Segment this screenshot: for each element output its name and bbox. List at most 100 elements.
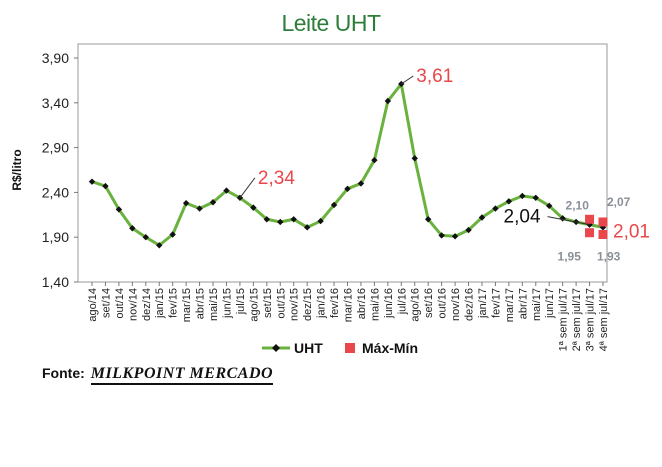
x-tick-label: jan/16 [316, 288, 328, 319]
max-min-point [598, 230, 608, 240]
uht-data-point [330, 201, 338, 209]
x-tick-label: fev/16 [329, 288, 341, 318]
uht-data-point [129, 225, 136, 232]
x-tick-label: nov/15 [289, 288, 301, 321]
uht-data-point [250, 204, 257, 211]
x-tick-label: mar/17 [504, 288, 516, 322]
x-tick-label: mar/16 [343, 288, 355, 322]
legend-uht-marker [272, 344, 280, 352]
plot-frame [77, 43, 608, 283]
max-min-point [585, 214, 595, 224]
x-tick-label: ago/16 [410, 288, 422, 322]
uht-data-point [182, 199, 190, 207]
uht-data-point [142, 234, 149, 241]
y-tick-label: 3,90 [42, 50, 69, 66]
x-tick-label: 1ª sem jul/17 [558, 288, 570, 351]
max-min-point [585, 228, 595, 238]
uht-data-point [424, 216, 432, 223]
x-tick-label: out/16 [437, 288, 449, 319]
x-tick-label: jul/16 [396, 288, 408, 315]
uht-data-point [303, 224, 311, 231]
x-tick-label: jun/17 [544, 288, 556, 319]
uht-data-point [102, 182, 109, 190]
x-tick-label: mai/17 [531, 288, 543, 321]
milkpoint-mercado-logo: MILKPOINT MERCADO [90, 365, 274, 385]
uht-data-point [519, 192, 526, 200]
uht-data-point [546, 202, 553, 210]
annotation-leader [547, 216, 590, 226]
uht-data-point [384, 97, 392, 105]
x-tick-label: set/14 [100, 288, 112, 318]
x-tick-label: dez/16 [464, 288, 476, 321]
x-tick-label: nov/16 [450, 288, 462, 321]
uht-data-point [115, 206, 123, 213]
uht-data-point [492, 205, 499, 212]
uht-data-point [263, 216, 271, 223]
x-tick-label: ago/14 [87, 288, 99, 322]
x-tick-label: fev/15 [168, 288, 180, 318]
x-tick-label: mai/15 [208, 288, 220, 321]
uht-data-point [478, 214, 486, 221]
uht-data-point [411, 155, 418, 162]
x-tick-label: fev/17 [490, 288, 502, 318]
legend-maxmin-marker [345, 343, 355, 353]
x-tick-label: mai/16 [369, 288, 381, 321]
x-tick-label: dez/15 [302, 288, 314, 321]
uht-data-point [156, 242, 163, 249]
data-label: 2,01 [613, 221, 650, 242]
uht-data-point [357, 180, 365, 187]
uht-data-point [438, 232, 445, 239]
data-label: 2,10 [566, 198, 590, 212]
y-tick-label: 2,40 [42, 184, 69, 200]
x-tick-label: jun/16 [383, 288, 395, 319]
x-tick-label: out/15 [275, 288, 287, 319]
x-tick-label: out/14 [114, 288, 126, 319]
source-label: Fonte: [42, 365, 85, 381]
uht-data-point [290, 216, 297, 223]
x-tick-label: mar/15 [181, 288, 193, 322]
x-tick-label: jul/15 [235, 288, 247, 315]
legend-maxmin-label: Máx-Mín [362, 340, 418, 356]
x-tick-label: jan/17 [477, 288, 489, 319]
x-tick-label: set/16 [423, 288, 435, 318]
x-tick-label: ago/15 [248, 288, 260, 322]
annotation-leader [401, 75, 414, 85]
uht-data-point [371, 156, 378, 164]
uht-data-point [169, 231, 176, 238]
x-tick-label: nov/14 [127, 288, 139, 321]
data-label: 1,93 [597, 250, 621, 264]
x-tick-label: abr/17 [517, 288, 529, 319]
uht-data-point [505, 198, 513, 205]
uht-data-point [465, 226, 472, 234]
annotation-leader [239, 177, 256, 199]
x-tick-label: jun/15 [221, 288, 233, 319]
uht-data-point [88, 178, 96, 185]
data-label: 2,04 [504, 207, 541, 228]
x-tick-label: dez/14 [141, 288, 153, 321]
y-tick-label: 2,90 [42, 140, 69, 156]
data-label: 2,07 [607, 195, 631, 209]
x-tick-label: abr/16 [356, 288, 368, 319]
y-axis-label: R$/litro [10, 149, 24, 190]
data-label: 3,61 [416, 66, 453, 87]
x-tick-label: jan/15 [154, 288, 166, 319]
y-tick-label: 1,90 [42, 229, 69, 245]
uht-data-point [559, 215, 566, 222]
x-tick-label: 3ª sem jul/17 [585, 288, 597, 351]
source-credit: Fonte: MILKPOINT MERCADO [42, 365, 274, 385]
uht-data-point [317, 217, 324, 225]
uht-data-point [344, 185, 351, 193]
uht-data-point [209, 199, 217, 206]
x-tick-label: abr/15 [195, 288, 207, 319]
data-label: 2,34 [258, 168, 295, 189]
x-tick-label: 2ª sem jul/17 [571, 288, 583, 351]
uht-data-point [532, 194, 539, 201]
legend-uht-label: UHT [294, 340, 323, 356]
y-tick-label: 3,40 [42, 95, 69, 111]
uht-data-point [277, 218, 284, 226]
chart-title: Leite UHT [281, 10, 381, 36]
max-min-point [598, 217, 608, 227]
x-tick-label: set/15 [262, 288, 274, 318]
data-label: 1,95 [558, 250, 582, 264]
uht-data-point [451, 233, 459, 240]
